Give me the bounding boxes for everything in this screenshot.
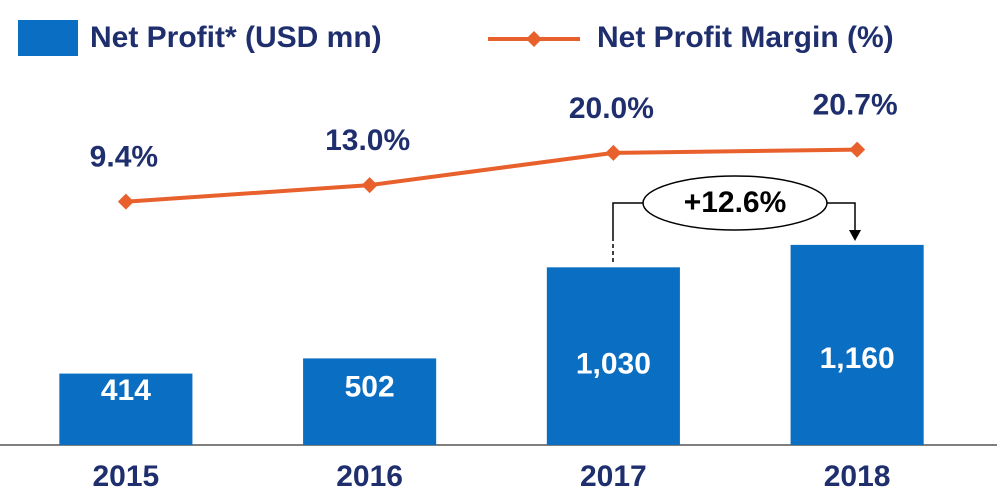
data-label: 20.0% xyxy=(569,92,654,125)
line-marker xyxy=(605,144,622,161)
line xyxy=(125,147,858,204)
line-marker xyxy=(361,177,378,194)
legend-label: Net Profit* (USD mn) xyxy=(90,21,382,54)
line-marker xyxy=(849,141,866,158)
x-tick-label: 2016 xyxy=(336,460,403,493)
data-label: 502 xyxy=(345,370,395,403)
bar xyxy=(546,267,680,445)
growth-annotation: +12.6% xyxy=(612,175,861,262)
legend-swatch-bar xyxy=(18,20,78,56)
x-tick-label: 2018 xyxy=(824,460,891,493)
data-label: 9.4% xyxy=(90,141,158,174)
legend-marker xyxy=(526,31,542,47)
arrow-head xyxy=(849,230,861,241)
bar xyxy=(59,373,193,445)
bar xyxy=(303,358,437,445)
x-tick-label: 2015 xyxy=(93,460,160,493)
data-label: 20.7% xyxy=(813,89,898,122)
data-label: 414 xyxy=(101,374,151,407)
connector xyxy=(612,202,856,240)
annotation-ellipse xyxy=(642,175,828,231)
x-tick-label: 2017 xyxy=(580,460,647,493)
data-label: 1,160 xyxy=(820,342,895,375)
line-marker xyxy=(117,193,134,210)
legend-label: Net Profit Margin (%) xyxy=(597,21,894,54)
annotation-text: +12.6% xyxy=(684,186,787,219)
data-label: 13.0% xyxy=(325,124,410,157)
data-label: 1,030 xyxy=(576,348,651,381)
bar xyxy=(790,244,924,445)
